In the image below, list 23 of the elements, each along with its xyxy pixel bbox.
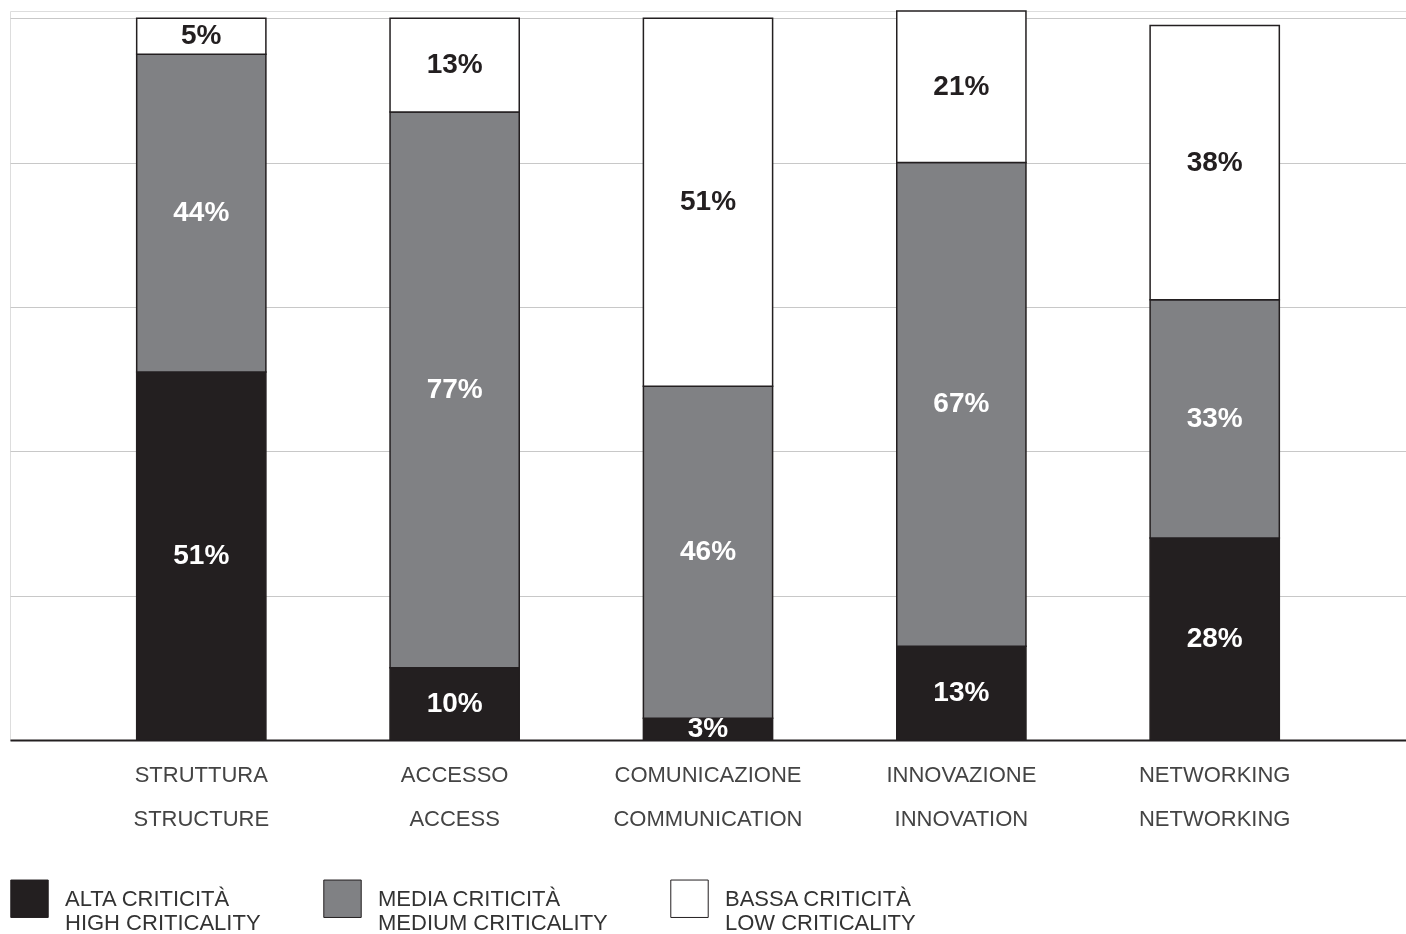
data-label: 44%	[173, 196, 230, 228]
x-tick-label: INNOVAZIONE INNOVATION	[886, 761, 1037, 831]
data-label: 5%	[181, 19, 222, 51]
x-tick-label: NETWORKING NETWORKING	[1138, 761, 1291, 831]
x-tick-label: STRUTTURA STRUCTURE	[133, 761, 270, 831]
data-label: 13%	[426, 48, 483, 80]
x-tick-label: COMUNICAZIONE COMMUNICATION	[613, 761, 803, 831]
data-label: 21%	[933, 69, 990, 101]
data-label: 28%	[1186, 621, 1243, 653]
data-label: 13%	[933, 676, 990, 708]
legend-label: BASSA CRITICITÀ LOW CRITICALITY	[725, 885, 917, 934]
legend-label: MEDIA CRITICITÀ MEDIUM CRITICALITY	[378, 885, 609, 934]
x-tick-label: ACCESSO ACCESS	[400, 761, 509, 831]
data-label: 51%	[173, 538, 230, 570]
data-label: 46%	[679, 535, 737, 567]
data-label: 10%	[426, 686, 483, 718]
data-label: 33%	[1186, 401, 1243, 433]
data-label: 67%	[933, 387, 990, 419]
data-label: 51%	[679, 185, 737, 217]
data-label: 38%	[1186, 145, 1243, 177]
legend-label: ALTA CRITICITÀ HIGH CRITICALITY	[65, 885, 261, 934]
data-label: 3%	[687, 712, 729, 744]
data-label: 77%	[426, 372, 483, 404]
